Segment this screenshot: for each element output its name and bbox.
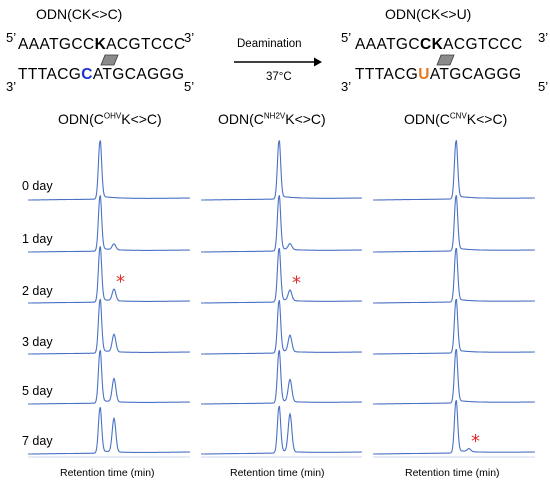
chromatogram-trace — [28, 140, 190, 201]
reaction-label-deamination: Deamination — [237, 38, 302, 50]
right-duplex-label: ODN(CK<>U) — [385, 6, 472, 22]
day-label-1: 1 day — [22, 232, 53, 246]
left-top-3prime: 3’ — [184, 30, 195, 45]
left-top-strand: AAATGCCKACGTCCC — [18, 36, 186, 53]
x-axis-label-1: Retention time (min) — [60, 467, 155, 479]
day-label-7: 7 day — [22, 434, 53, 448]
x-axis-label-3: Retention time (min) — [405, 467, 500, 479]
day-label-0: 0 day — [22, 179, 53, 193]
chromatogram-trace — [373, 195, 535, 253]
right-bottom-strand: TTTACGUATGCAGGG — [355, 66, 522, 83]
reaction-arrow-icon — [234, 57, 322, 67]
chromatogram-trace — [201, 195, 362, 253]
chromatogram-trace — [201, 299, 362, 355]
chromatogram-trace — [28, 298, 190, 355]
chromatogram-trace — [201, 140, 362, 201]
chromatogram-trace — [373, 400, 535, 455]
chromatogram-trace — [201, 349, 362, 405]
asterisk-marker: * — [471, 431, 480, 452]
right-bottom-5prime: 5’ — [538, 79, 549, 94]
asterisk-marker: * — [116, 271, 125, 292]
left-bottom-5prime: 5’ — [184, 79, 195, 94]
chromatogram-trace — [28, 246, 190, 304]
asterisk-marker: * — [292, 273, 301, 294]
right-top-strand: AAATGCCKACGTCCC — [355, 36, 523, 53]
chromatogram-trace — [201, 405, 362, 455]
day-label-2: 2 day — [22, 284, 53, 298]
chromatogram-trace — [373, 348, 535, 405]
crosslink-parallelogram-left — [100, 54, 119, 66]
panel-title-ohv: ODN(COHVK<>C) — [58, 111, 162, 127]
chromatogram-trace — [28, 407, 190, 455]
chromatogram-trace — [373, 247, 535, 304]
reaction-label-temperature: 37°C — [266, 71, 292, 83]
left-top-5prime: 5’ — [6, 30, 17, 45]
right-top-5prime: 5’ — [341, 30, 352, 45]
crosslink-parallelogram-right — [436, 54, 455, 66]
left-duplex-label: ODN(CK<>C) — [36, 6, 123, 22]
left-bottom-strand: TTTACGCATGCAGGG — [18, 66, 185, 83]
x-axis-label-2: Retention time (min) — [230, 467, 325, 479]
left-bottom-3prime: 3’ — [6, 79, 17, 94]
chromatogram-trace — [28, 195, 190, 253]
chromatogram-trace — [373, 298, 535, 355]
panel-title-nh2v: ODN(CNH2VK<>C) — [218, 111, 326, 127]
day-label-5: 5 day — [22, 384, 53, 398]
chromatogram-trace — [373, 140, 535, 201]
right-top-3prime: 3’ — [538, 30, 549, 45]
right-bottom-3prime: 3’ — [341, 79, 352, 94]
day-label-3: 3 day — [22, 335, 53, 349]
chromatogram-trace — [28, 350, 190, 405]
panel-title-cnv: ODN(CCNVK<>C) — [404, 111, 508, 127]
chromatogram-trace — [201, 247, 362, 304]
